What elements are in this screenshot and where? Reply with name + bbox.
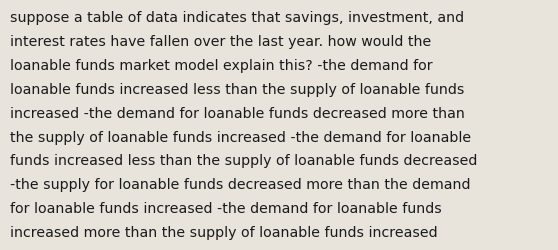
Text: increased -the demand for loanable funds decreased more than: increased -the demand for loanable funds… <box>10 106 465 120</box>
Text: loanable funds increased less than the supply of loanable funds: loanable funds increased less than the s… <box>10 82 464 96</box>
Text: interest rates have fallen over the last year. how would the: interest rates have fallen over the last… <box>10 35 431 49</box>
Text: loanable funds market model explain this? -the demand for: loanable funds market model explain this… <box>10 59 432 73</box>
Text: suppose a table of data indicates that savings, investment, and: suppose a table of data indicates that s… <box>10 11 464 25</box>
Text: increased more than the supply of loanable funds increased: increased more than the supply of loanab… <box>10 225 437 239</box>
Text: -the supply for loanable funds decreased more than the demand: -the supply for loanable funds decreased… <box>10 178 470 192</box>
Text: funds increased less than the supply of loanable funds decreased: funds increased less than the supply of … <box>10 154 478 168</box>
Text: the supply of loanable funds increased -the demand for loanable: the supply of loanable funds increased -… <box>10 130 471 144</box>
Text: for loanable funds increased -the demand for loanable funds: for loanable funds increased -the demand… <box>10 201 442 215</box>
